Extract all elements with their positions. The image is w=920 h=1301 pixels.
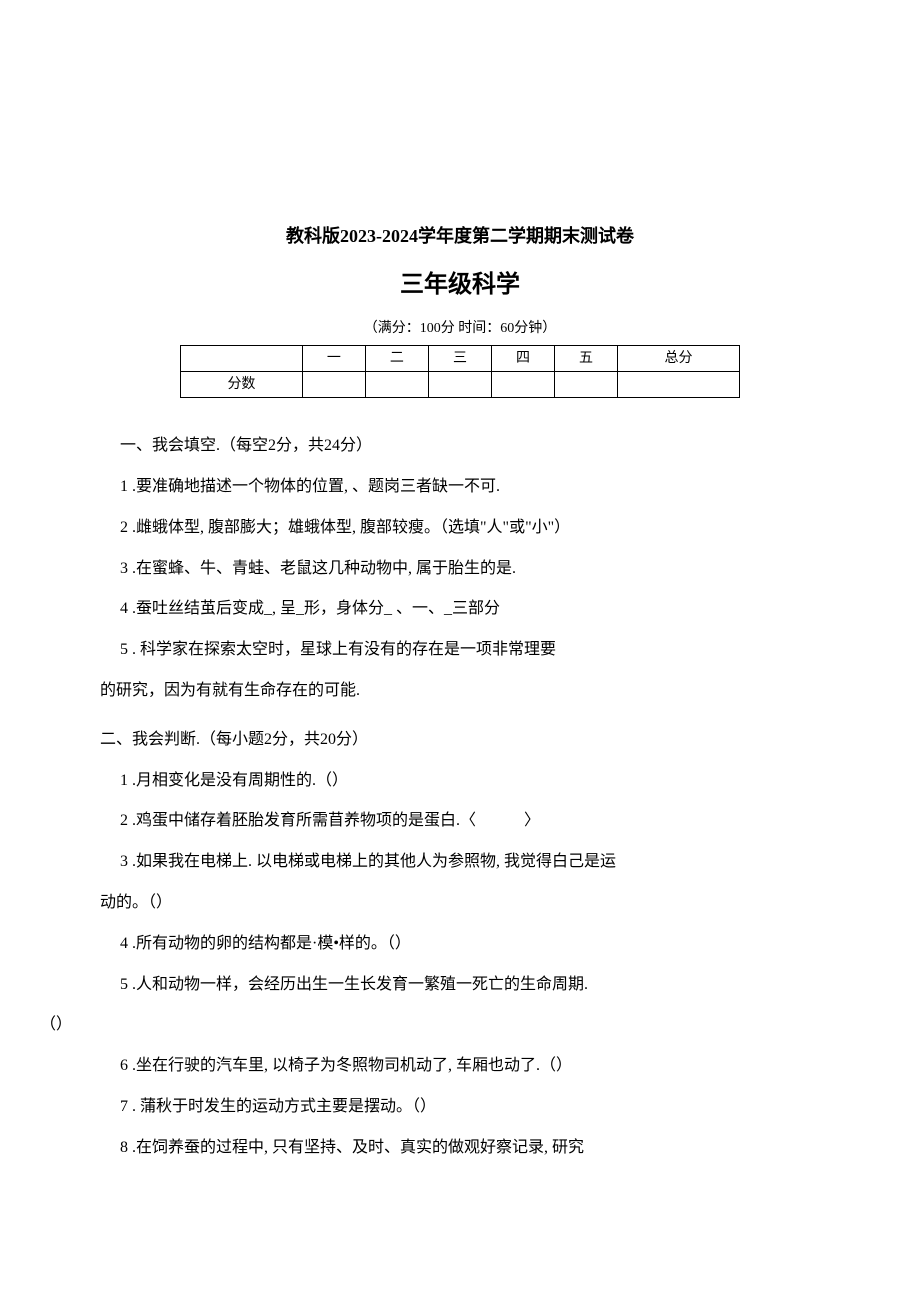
question-text: 动的。（）: [100, 894, 172, 911]
table-header-cell: 五: [555, 345, 618, 371]
table-header-cell: 四: [491, 345, 554, 371]
question-text: 2 .鸡蛋中储存着胚胎发育所需苜养物项的是蛋白.〈 〉: [120, 812, 540, 829]
table-header-cell: 一: [302, 345, 365, 371]
question-1-1: 1 .要准确地描述一个物体的位置, 、题岗三者缺一不可.: [100, 469, 820, 506]
question-text: 8 .在饲养蚕的过程中, 只有坚持、及时、真实的做观好察记录, 研究: [120, 1139, 584, 1156]
table-header-cell: 二: [365, 345, 428, 371]
question-2-6: 6 .坐在行驶的汽车里, 以椅子为冬照物司机动了, 车厢也动了.（）: [100, 1048, 820, 1085]
question-text: 3 .在蜜蜂、牛、青蛙、老鼠这几种动物中, 属于胎生的是.: [120, 560, 516, 577]
question-2-3-line2: 动的。（）: [100, 885, 820, 922]
question-1-2: 2 .雌蛾体型, 腹部膨大；雄蛾体型, 腹部较瘦。（选填"人"或"小"）: [100, 510, 820, 547]
document-title-main: 教科版2023-2024学年度第二学期期末测试卷: [100, 220, 820, 252]
question-2-2: 2 .鸡蛋中储存着胚胎发育所需苜养物项的是蛋白.〈 〉: [100, 803, 820, 840]
question-text: 的研究，因为有就有生命存在的可能.: [100, 682, 360, 699]
question-text: 7 . 蒲秋于时发生的运动方式主要是摆动。（）: [120, 1098, 436, 1115]
question-text: 5 .人和动物一样，会经历出生一生长发育一繁殖一死亡的生命周期.: [120, 976, 588, 993]
question-2-7: 7 . 蒲秋于时发生的运动方式主要是摆动。（）: [100, 1089, 820, 1126]
table-header-cell: 总分: [618, 345, 740, 371]
table-cell: [302, 371, 365, 397]
question-1-5-line1: 5 . 科学家在探索太空时，星球上有没有的存在是一项非常理要: [100, 632, 820, 669]
table-cell: [555, 371, 618, 397]
document-subtitle: （满分：100分 时间：60分钟）: [100, 316, 820, 341]
question-1-4: 4 .蚕吐丝结茧后变成_, 呈_形，身体分_ 、一、_三部分: [100, 591, 820, 628]
question-2-4: 4 .所有动物的卵的结构都是·模•样的。（）: [100, 926, 820, 963]
question-text: （）: [40, 1016, 72, 1033]
document-content: 一、我会填空.（每空2分，共24分） 1 .要准确地描述一个物体的位置, 、题岗…: [100, 428, 820, 1166]
question-text: 1 .要准确地描述一个物体的位置, 、题岗三者缺一不可.: [120, 478, 500, 495]
table-row: 分数: [181, 371, 740, 397]
question-2-3-line1: 3 .如果我在电梯上. 以电梯或电梯上的其他人为参照物, 我觉得白己是运: [100, 844, 820, 881]
question-text: 1 .月相变化是没有周期性的.（）: [120, 772, 348, 789]
question-text: 5 . 科学家在探索太空时，星球上有没有的存在是一项非常理要: [120, 641, 556, 658]
table-cell: [491, 371, 554, 397]
question-2-1: 1 .月相变化是没有周期性的.（）: [100, 763, 820, 800]
table-cell: [618, 371, 740, 397]
question-1-3: 3 .在蜜蜂、牛、青蛙、老鼠这几种动物中, 属于胎生的是.: [100, 551, 820, 588]
section-2-heading: 二、我会判断.（每小题2分，共20分）: [100, 722, 820, 759]
question-text: 4 .蚕吐丝结茧后变成_, 呈_形，身体分_ 、一、_三部分: [120, 600, 500, 617]
document-title-sub: 三年级科学: [100, 264, 820, 307]
table-cell: [428, 371, 491, 397]
section-1-heading: 一、我会填空.（每空2分，共24分）: [100, 428, 820, 465]
question-2-8: 8 .在饲养蚕的过程中, 只有坚持、及时、真实的做观好察记录, 研究: [100, 1130, 820, 1167]
question-text: 4 .所有动物的卵的结构都是·模•样的。（）: [120, 935, 411, 952]
table-cell: [365, 371, 428, 397]
table-row-label: 分数: [181, 371, 303, 397]
score-table: 一 二 三 四 五 总分 分数: [180, 345, 740, 398]
question-1-5-line2: 的研究，因为有就有生命存在的可能.: [100, 673, 820, 710]
question-text: 3 .如果我在电梯上. 以电梯或电梯上的其他人为参照物, 我觉得白己是运: [120, 853, 616, 870]
table-header-cell: 三: [428, 345, 491, 371]
table-header-cell: [181, 345, 303, 371]
question-text: 6 .坐在行驶的汽车里, 以椅子为冬照物司机动了, 车厢也动了.（）: [120, 1057, 572, 1074]
question-2-5: 5 .人和动物一样，会经历出生一生长发育一繁殖一死亡的生命周期.: [100, 967, 820, 1004]
table-header-row: 一 二 三 四 五 总分: [181, 345, 740, 371]
question-2-5-mark: （）: [40, 1007, 820, 1044]
question-text: 2 .雌蛾体型, 腹部膨大；雄蛾体型, 腹部较瘦。（选填"人"或"小"）: [120, 519, 570, 536]
